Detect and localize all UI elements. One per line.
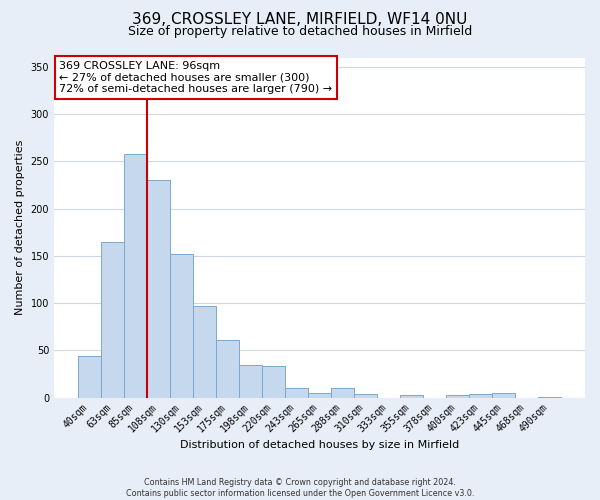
Bar [331,388,354,398]
Bar [446,395,469,398]
Bar [216,340,239,398]
Y-axis label: Number of detached properties: Number of detached properties [15,140,25,315]
Bar [170,254,193,398]
Text: 369 CROSSLEY LANE: 96sqm
← 27% of detached houses are smaller (300)
72% of semi-: 369 CROSSLEY LANE: 96sqm ← 27% of detach… [59,61,332,94]
Text: Contains HM Land Registry data © Crown copyright and database right 2024.
Contai: Contains HM Land Registry data © Crown c… [126,478,474,498]
Text: 369, CROSSLEY LANE, MIRFIELD, WF14 0NU: 369, CROSSLEY LANE, MIRFIELD, WF14 0NU [133,12,467,28]
Bar [193,306,216,398]
Text: Size of property relative to detached houses in Mirfield: Size of property relative to detached ho… [128,25,472,38]
Bar [285,388,308,398]
Bar [354,394,377,398]
Bar [101,242,124,398]
Bar [538,396,561,398]
Bar [78,356,101,398]
Bar [262,366,285,398]
Bar [469,394,492,398]
Bar [492,393,515,398]
Bar [147,180,170,398]
Bar [308,393,331,398]
X-axis label: Distribution of detached houses by size in Mirfield: Distribution of detached houses by size … [180,440,459,450]
Bar [239,364,262,398]
Bar [400,395,423,398]
Bar [124,154,147,398]
